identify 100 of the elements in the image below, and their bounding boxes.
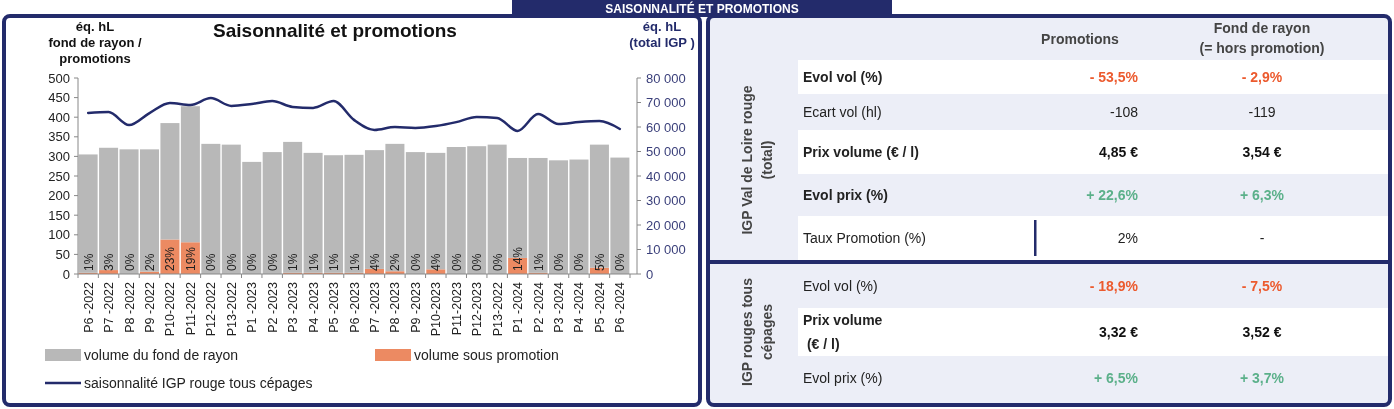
y2-tick-label: 70 000 — [646, 95, 686, 111]
y2-tick-label: 60 000 — [646, 119, 686, 135]
text: - 18,9% — [1089, 278, 1138, 294]
x-tick-label: P8 -2022 — [122, 281, 137, 333]
annotation: 23% — [163, 246, 178, 271]
x-tick-label: P7 -2023 — [367, 281, 382, 333]
category-label: Fond de rayon (= hors promotion) — [1199, 20, 1325, 56]
y-tick-label: 300 — [48, 148, 70, 164]
y-tick-label: 500 — [48, 70, 70, 86]
x-tick-label: P13-2022 — [490, 281, 505, 337]
annotation: 1% — [327, 253, 342, 271]
x-tick-label: P6 -2024 — [613, 281, 628, 333]
text: 3,52 € — [1242, 324, 1282, 340]
x-tick-label: P5 -2023 — [327, 281, 342, 333]
annotation: 2% — [388, 253, 403, 271]
y-tick-label: 200 — [48, 188, 70, 204]
annotation: 0% — [572, 253, 587, 271]
text: IGP Val de Loire rouge (total) — [739, 85, 775, 235]
text: -108 — [1109, 104, 1138, 120]
text: + 3,7% — [1240, 370, 1284, 386]
y-tick-label: 400 — [48, 109, 70, 125]
text: - 7,5% — [1241, 278, 1283, 294]
y-tick-label: 0 — [62, 266, 70, 282]
x-tick-label: P4 -2024 — [572, 281, 587, 333]
text: - 2,9% — [1241, 69, 1283, 85]
legend-label: saisonnalité IGP rouge tous cépages — [84, 375, 313, 391]
annotation: 1% — [531, 253, 546, 271]
annotation: 0% — [449, 253, 464, 271]
y-tick-label: 100 — [48, 227, 70, 243]
annotation: 19% — [183, 246, 198, 271]
annotation: 5% — [592, 253, 607, 271]
y-tick-label: 250 — [48, 168, 70, 184]
category-label: Evol prix (%) — [803, 187, 888, 203]
x-tick-label: P3 -2024 — [552, 281, 567, 333]
annotation: 0% — [224, 253, 239, 271]
annotation: 0% — [613, 253, 628, 271]
y2-tick-label: 80 000 — [646, 70, 686, 86]
annotation: 14% — [511, 246, 526, 271]
y-tick-label: 150 — [48, 207, 70, 223]
annotation: 0% — [204, 253, 219, 271]
x-tick-label: P8 -2023 — [388, 281, 403, 333]
annotation: 1% — [81, 253, 96, 271]
x-tick-label: P6 -2023 — [347, 281, 362, 333]
legend-label: volume du fond de rayon — [84, 347, 239, 363]
legend-label: volume sous promotion — [414, 347, 559, 363]
category-label: Prix volume (€ / l) — [803, 144, 919, 160]
y2-tick-label: 50 000 — [646, 144, 686, 160]
x-tick-label: P12-2022 — [204, 281, 219, 337]
y2-tick-label: 10 000 — [646, 242, 686, 258]
annotation: 1% — [347, 253, 362, 271]
text: - 53,5% — [1089, 69, 1138, 85]
text: 3,54 € — [1242, 144, 1282, 160]
x-tick-label: P11-2023 — [449, 281, 464, 336]
chart-title: Saisonnalité et promotions — [213, 20, 457, 41]
text: -119 — [1248, 104, 1276, 120]
category-label: Promotions — [1041, 31, 1120, 47]
text: IGP rouges tous cépages — [739, 277, 775, 386]
y-tick-label: 450 — [48, 90, 70, 106]
annotation: 4% — [429, 253, 444, 271]
text: 2% — [1117, 230, 1138, 246]
y-axis-title: éq. hL fond de rayon / promotions — [48, 19, 142, 66]
annotation: 4% — [367, 253, 382, 271]
x-tick-label: P9 -2023 — [408, 281, 423, 333]
category-label: Evol vol (%) — [803, 69, 883, 85]
y2-tick-label: 0 — [646, 266, 654, 282]
text: SAISONNALITÉ ET PROMOTIONS — [605, 1, 799, 16]
annotation: 0% — [122, 253, 137, 271]
annotation: 0% — [490, 253, 505, 271]
x-tick-label: P5 -2024 — [592, 281, 607, 333]
text: + 6,5% — [1094, 370, 1138, 386]
category-label: Ecart vol (hl) — [803, 104, 882, 120]
x-tick-label: P4 -2023 — [306, 281, 321, 333]
x-tick-label: P13-2022 — [224, 281, 239, 337]
text: - — [1259, 230, 1265, 246]
y-tick-label: 50 — [55, 246, 70, 262]
x-tick-label: P12-2023 — [470, 281, 485, 337]
x-tick-label: P3 -2023 — [286, 281, 301, 333]
x-tick-label: P1 -2023 — [245, 281, 260, 333]
text: 3,32 € — [1099, 324, 1138, 340]
category-label: Evol vol (%) — [803, 278, 878, 294]
annotation: 0% — [552, 253, 567, 271]
x-tick-label: P10-2023 — [429, 281, 444, 337]
y2-tick-label: 40 000 — [646, 168, 686, 184]
annotation: 3% — [102, 253, 117, 271]
text: + 6,3% — [1240, 187, 1284, 203]
text: 4,85 € — [1099, 144, 1138, 160]
y2-tick-label: 20 000 — [646, 217, 686, 233]
annotation: 1% — [286, 253, 301, 271]
y-tick-label: 350 — [48, 129, 70, 145]
annotation: 0% — [265, 253, 280, 271]
category-label: Evol prix (%) — [803, 370, 883, 386]
x-tick-label: P7 -2022 — [102, 281, 117, 333]
category-label: Taux Promotion (%) — [803, 230, 926, 246]
category-label: Prix volume (€ / l) — [803, 312, 883, 352]
annotation: 1% — [306, 253, 321, 271]
x-tick-label: P1 -2024 — [511, 281, 526, 333]
y2-tick-label: 30 000 — [646, 193, 686, 209]
annotation: 2% — [142, 253, 157, 271]
text: + 22,6% — [1086, 187, 1138, 203]
x-tick-label: P6 -2022 — [81, 281, 96, 333]
